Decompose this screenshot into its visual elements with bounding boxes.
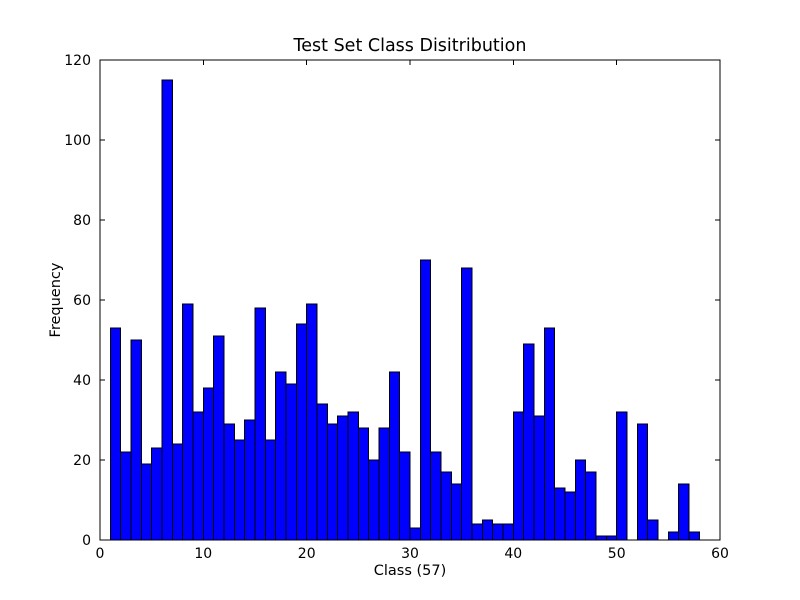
bar-class-35: [461, 267, 473, 541]
x-tick-label-10: 10: [194, 546, 212, 562]
bar-class-57: [688, 531, 700, 541]
bar-class-53: [647, 519, 659, 541]
bar-class-12: [223, 423, 235, 541]
bar-class-44: [554, 487, 566, 541]
bar-class-47: [585, 471, 597, 541]
x-axis-label: Class (57): [374, 563, 447, 579]
bar-class-25: [357, 427, 370, 541]
bar-class-52: [636, 423, 649, 541]
bar-class-49: [605, 535, 618, 541]
bar-class-38: [492, 523, 504, 541]
bar-class-39: [502, 523, 514, 541]
bars: [109, 79, 700, 541]
bar-class-36: [471, 523, 483, 541]
x-tick-label-0: 0: [96, 546, 105, 562]
bar-class-24: [347, 411, 359, 541]
bar-class-34: [450, 483, 463, 541]
bar-class-28: [388, 371, 401, 541]
bar-class-15: [254, 307, 266, 541]
y-tick-label-100: 100: [64, 133, 91, 149]
y-tick-label-40: 40: [73, 373, 91, 389]
bar-class-30: [409, 527, 421, 541]
bar-class-46: [574, 459, 587, 541]
x-tick-label-60: 60: [711, 546, 729, 562]
bar-class-16: [264, 439, 277, 541]
bar-class-2: [120, 451, 132, 541]
bar-class-19: [295, 323, 308, 541]
chart-title: Test Set Class Disitribution: [293, 36, 527, 56]
bar-class-7: [171, 443, 184, 541]
bar-class-29: [399, 451, 411, 541]
y-axis-ticks: 0 20 40 60 80 100 120: [64, 53, 720, 549]
bar-class-17: [275, 371, 287, 541]
x-tick-label-50: 50: [608, 546, 626, 562]
x-tick-label-20: 20: [298, 546, 316, 562]
y-tick-label-20: 20: [73, 453, 91, 469]
y-tick-label-80: 80: [73, 213, 91, 229]
bar-class-55: [667, 531, 680, 541]
bar-class-5: [151, 447, 163, 541]
bar-class-13: [233, 439, 246, 541]
bar-class-33: [440, 471, 452, 541]
bar-class-22: [326, 423, 339, 541]
bar-class-11: [213, 335, 225, 541]
bar-class-37: [481, 519, 494, 541]
y-axis-label: Frequency: [48, 262, 64, 337]
bar-class-48: [595, 535, 607, 541]
bar-class-42: [533, 415, 545, 541]
bar-class-31: [419, 259, 432, 541]
bar-class-20: [306, 303, 318, 541]
bar-class-43: [543, 327, 556, 541]
bar-class-50: [616, 411, 628, 541]
x-tick-label-40: 40: [504, 546, 522, 562]
bar-class-21: [316, 403, 328, 541]
bar-class-32: [430, 451, 442, 541]
bar-class-3: [130, 339, 142, 541]
bar-class-40: [512, 411, 525, 541]
x-tick-label-30: 30: [401, 546, 419, 562]
x-axis-ticks: 0 10 20 30 40 50 60: [96, 60, 729, 562]
bar-class-41: [523, 343, 535, 541]
bar-class-9: [192, 411, 204, 541]
y-tick-label-120: 120: [64, 53, 91, 69]
bar-class-18: [285, 383, 297, 541]
bar-class-4: [140, 463, 153, 541]
bar-class-6: [161, 79, 173, 541]
bar-class-14: [244, 419, 256, 541]
y-tick-label-0: 0: [82, 533, 91, 549]
bar-class-45: [564, 491, 576, 541]
bar-class-1: [109, 327, 122, 541]
y-tick-label-60: 60: [73, 293, 91, 309]
bar-class-26: [368, 459, 380, 541]
bar-class-27: [378, 427, 390, 541]
bar-class-56: [678, 483, 690, 541]
bar-class-10: [202, 387, 215, 541]
bar-class-23: [337, 415, 349, 541]
bar-class-8: [182, 303, 194, 541]
